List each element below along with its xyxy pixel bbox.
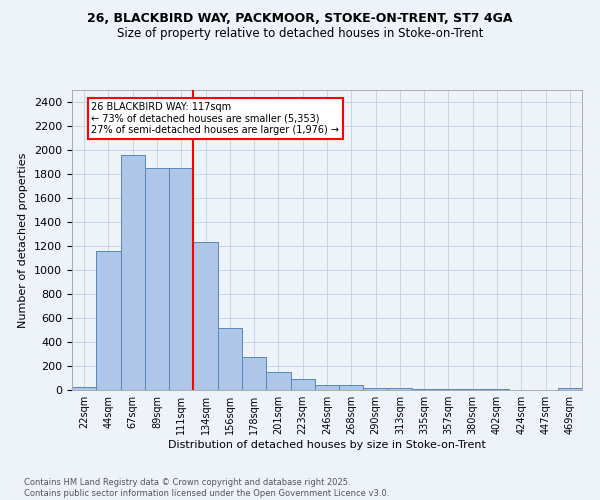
Text: Contains HM Land Registry data © Crown copyright and database right 2025.
Contai: Contains HM Land Registry data © Crown c… — [24, 478, 389, 498]
Bar — [242, 357, 266, 390]
Bar — [364, 388, 388, 390]
Bar — [388, 388, 412, 390]
Bar — [218, 328, 242, 390]
Bar — [169, 168, 193, 390]
Bar — [266, 372, 290, 390]
Bar — [96, 252, 121, 390]
Bar — [558, 388, 582, 390]
Text: 26, BLACKBIRD WAY, PACKMOOR, STOKE-ON-TRENT, ST7 4GA: 26, BLACKBIRD WAY, PACKMOOR, STOKE-ON-TR… — [87, 12, 513, 26]
Text: Size of property relative to detached houses in Stoke-on-Trent: Size of property relative to detached ho… — [117, 28, 483, 40]
Bar — [290, 379, 315, 390]
Bar — [339, 384, 364, 390]
X-axis label: Distribution of detached houses by size in Stoke-on-Trent: Distribution of detached houses by size … — [168, 440, 486, 450]
Bar — [72, 387, 96, 390]
Bar — [193, 242, 218, 390]
Y-axis label: Number of detached properties: Number of detached properties — [19, 152, 28, 328]
Bar — [121, 155, 145, 390]
Bar — [315, 384, 339, 390]
Bar — [412, 389, 436, 390]
Bar — [145, 168, 169, 390]
Text: 26 BLACKBIRD WAY: 117sqm
← 73% of detached houses are smaller (5,353)
27% of sem: 26 BLACKBIRD WAY: 117sqm ← 73% of detach… — [91, 102, 340, 135]
